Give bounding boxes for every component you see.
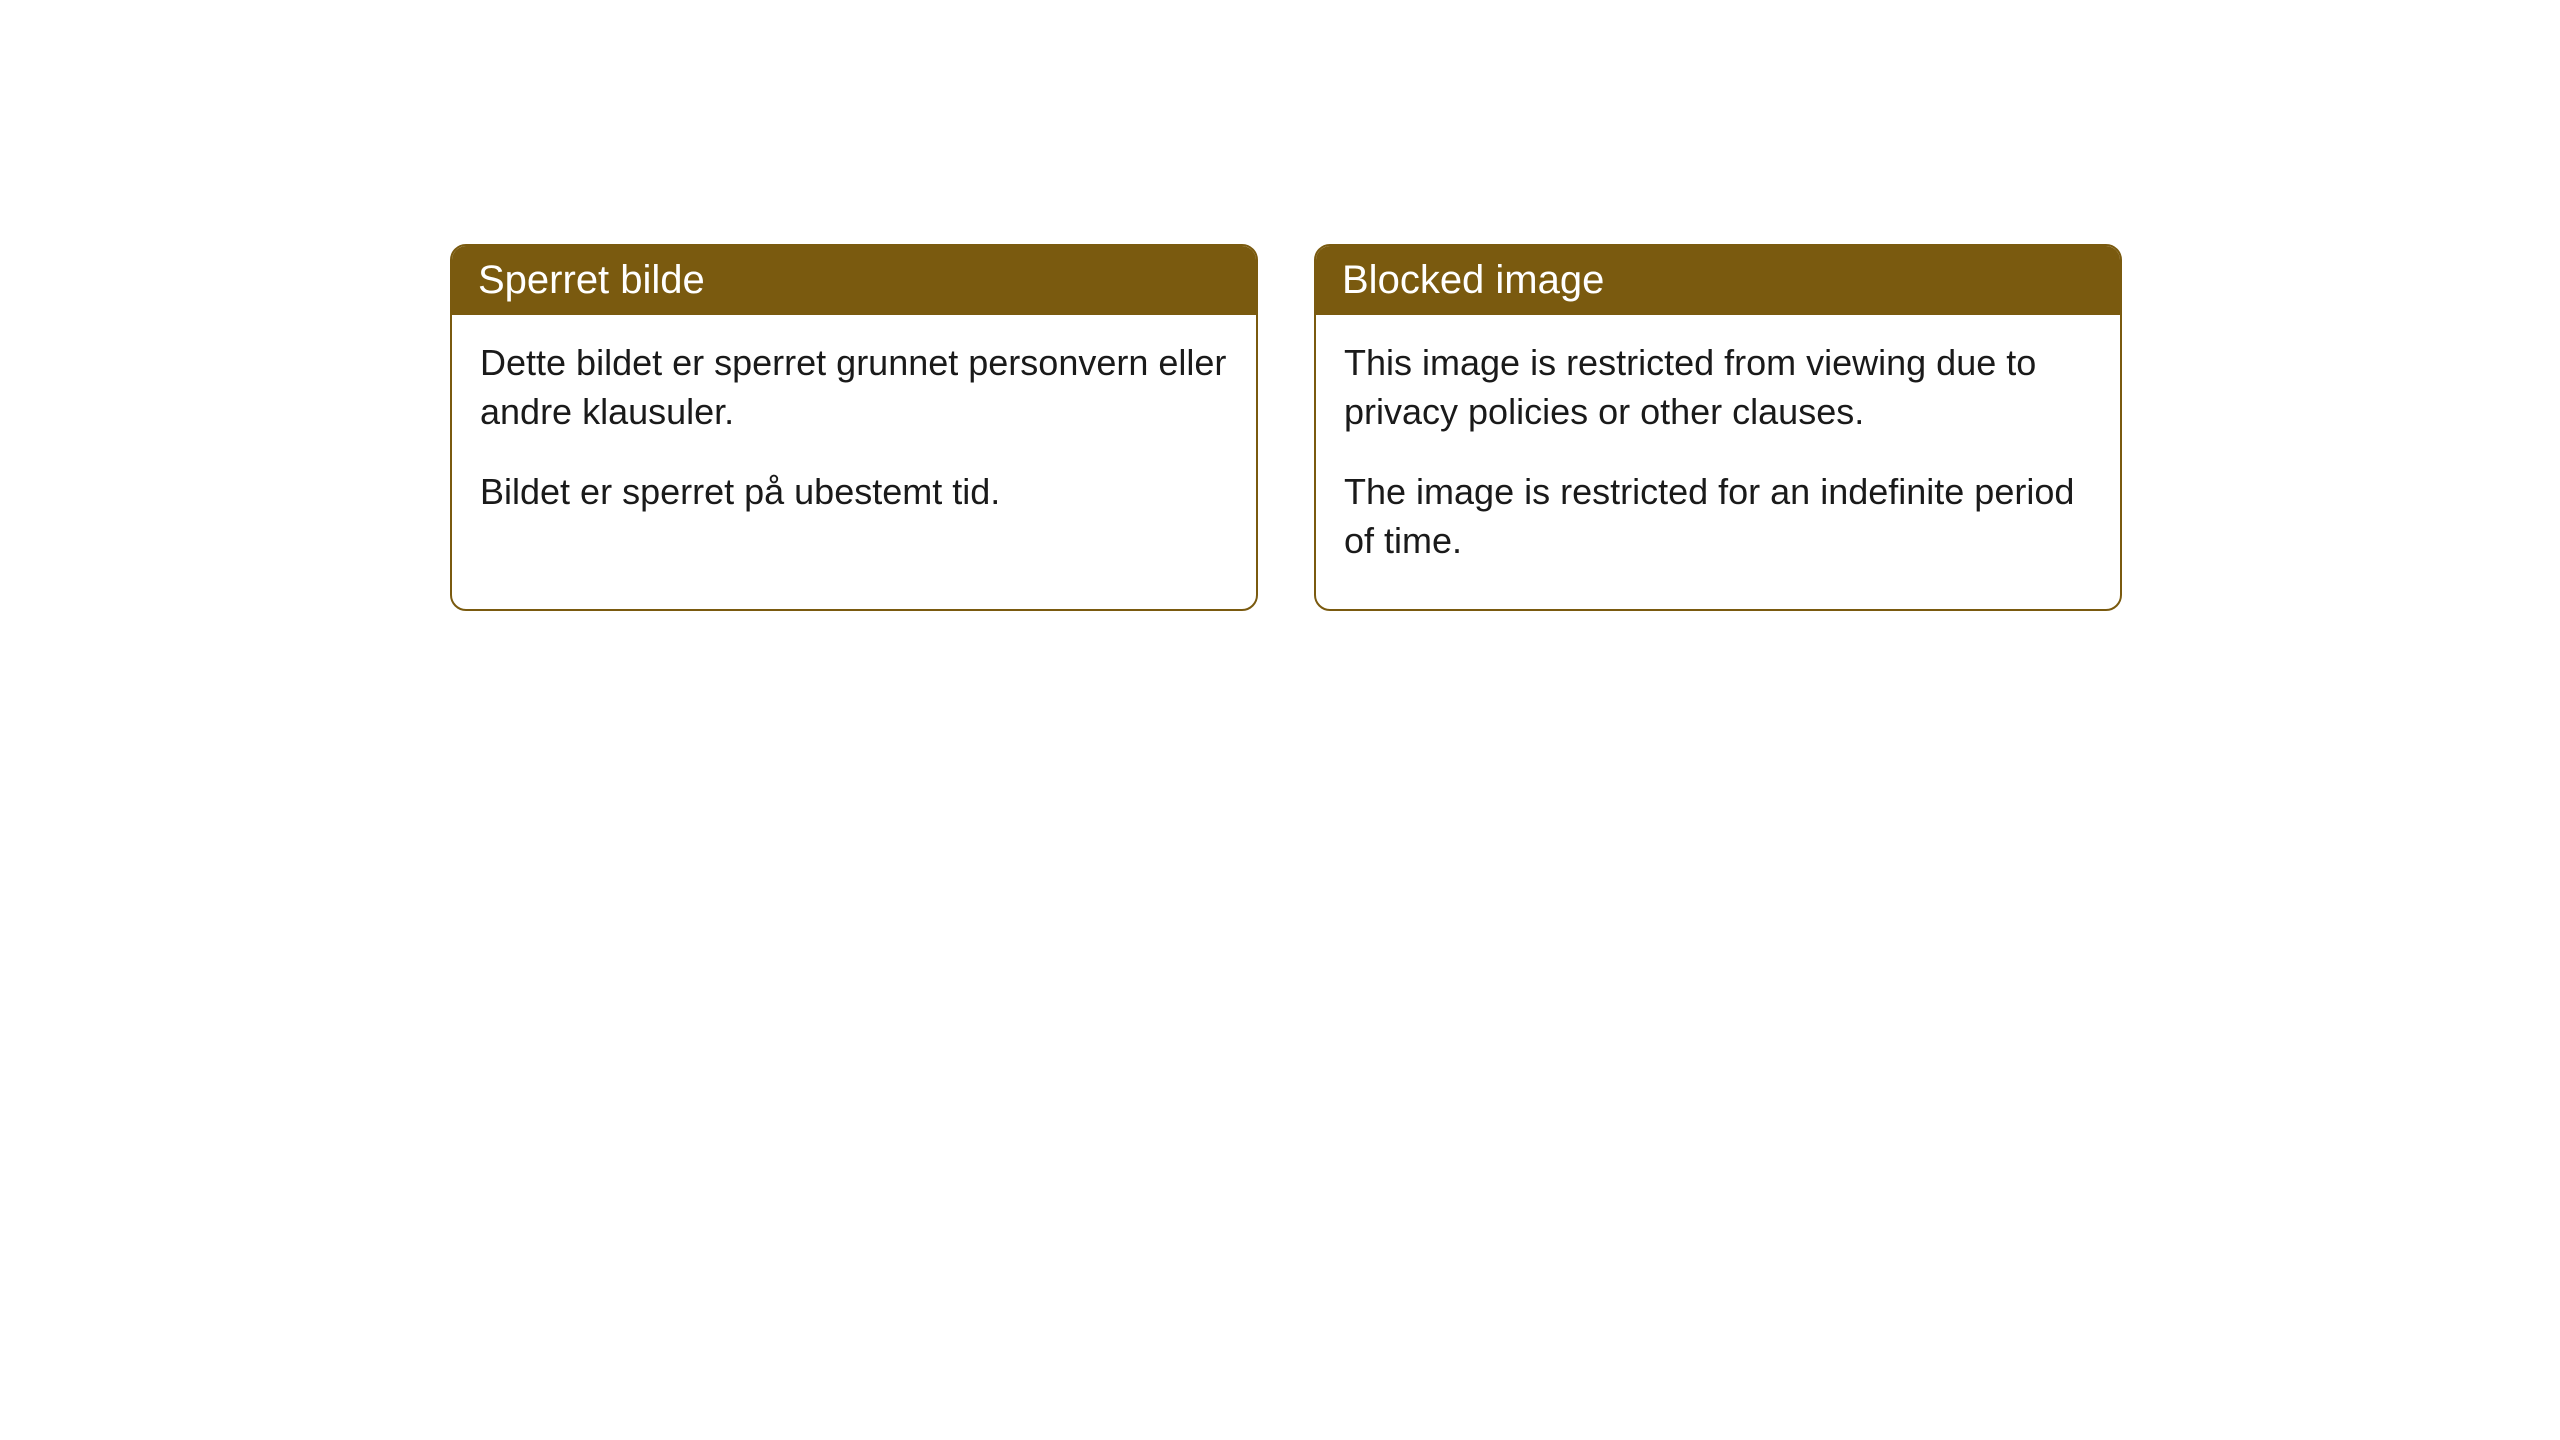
card-paragraph: The image is restricted for an indefinit… <box>1344 468 2092 565</box>
card-body: Dette bildet er sperret grunnet personve… <box>452 315 1256 561</box>
card-paragraph: This image is restricted from viewing du… <box>1344 339 2092 436</box>
blocked-image-card-english: Blocked image This image is restricted f… <box>1314 244 2122 611</box>
card-body: This image is restricted from viewing du… <box>1316 315 2120 609</box>
card-header: Sperret bilde <box>452 246 1256 315</box>
card-header: Blocked image <box>1316 246 2120 315</box>
blocked-image-card-norwegian: Sperret bilde Dette bildet er sperret gr… <box>450 244 1258 611</box>
card-paragraph: Bildet er sperret på ubestemt tid. <box>480 468 1228 517</box>
cards-container: Sperret bilde Dette bildet er sperret gr… <box>450 244 2122 611</box>
card-title: Sperret bilde <box>478 258 705 302</box>
card-paragraph: Dette bildet er sperret grunnet personve… <box>480 339 1228 436</box>
card-title: Blocked image <box>1342 258 1604 302</box>
